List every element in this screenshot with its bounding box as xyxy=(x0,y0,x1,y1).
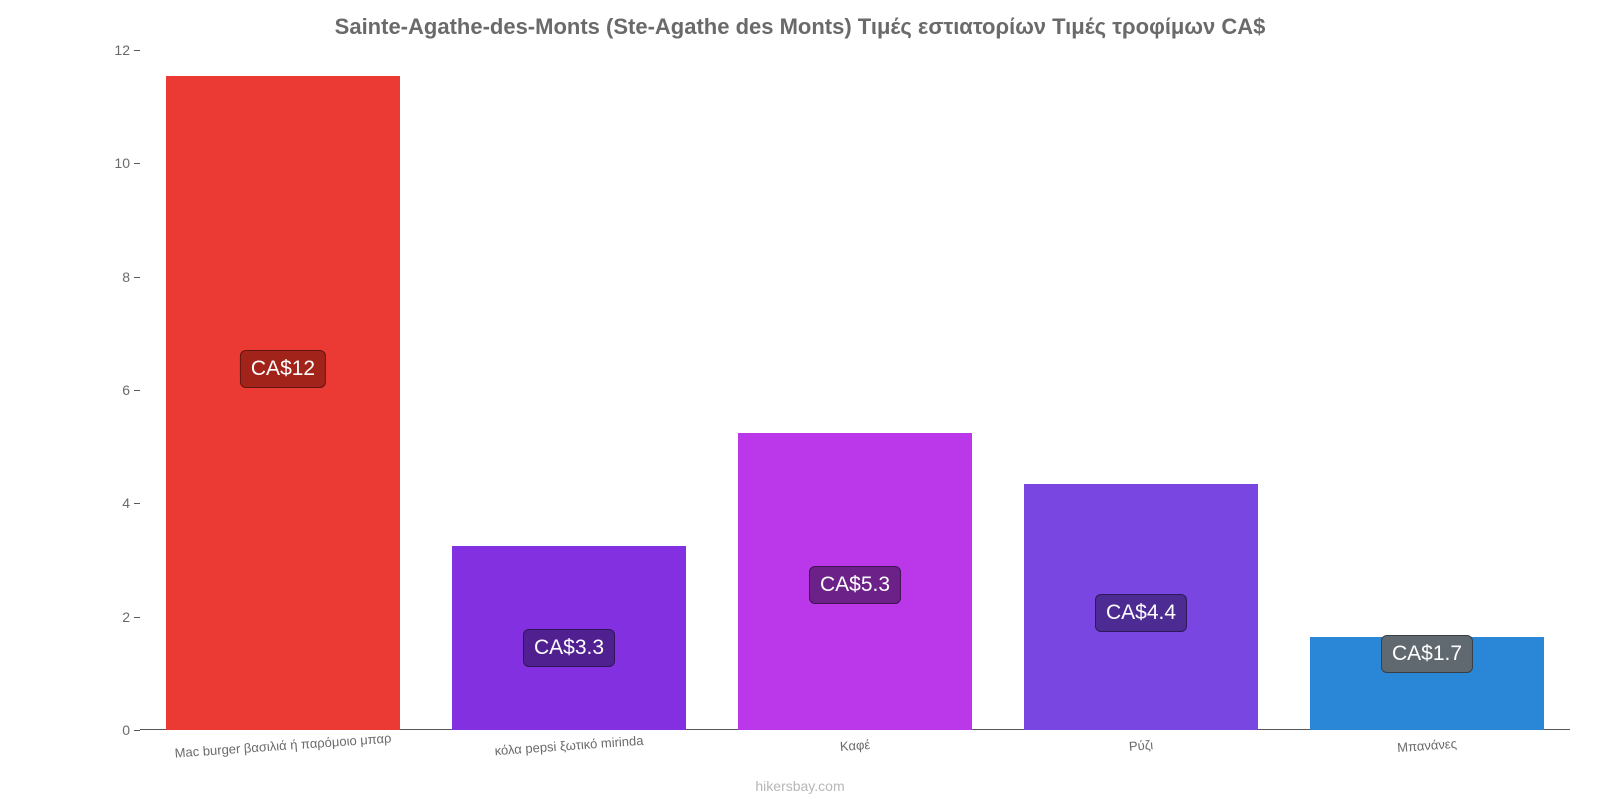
bar-value-label: CA$3.3 xyxy=(523,629,615,667)
y-tick-mark xyxy=(134,50,140,51)
y-tick-mark xyxy=(134,617,140,618)
y-tick-label: 8 xyxy=(100,269,130,285)
x-axis-labels: Mac burger βασιλιά ή παρόμοιο μπαρ κόλα p… xyxy=(140,732,1570,772)
bar-value-label: CA$4.4 xyxy=(1095,594,1187,632)
bar-value-label: CA$12 xyxy=(240,350,326,388)
bar-value-label: CA$5.3 xyxy=(809,566,901,604)
x-tick-label: Μπανάνες xyxy=(1397,736,1458,755)
y-tick-label: 10 xyxy=(100,155,130,171)
plot-area: CA$12CA$3.3CA$5.3CA$4.4CA$1.7 024681012 xyxy=(140,50,1570,730)
x-tick-label: Mac burger βασιλιά ή παρόμοιο μπαρ xyxy=(174,730,392,760)
y-tick-mark xyxy=(134,277,140,278)
credit-text: hikersbay.com xyxy=(755,778,844,794)
y-tick-label: 12 xyxy=(100,42,130,58)
bar-value-label: CA$1.7 xyxy=(1381,635,1473,673)
chart-title: Sainte-Agathe-des-Monts (Ste-Agathe des … xyxy=(0,0,1600,40)
y-tick-label: 2 xyxy=(100,609,130,625)
x-tick-label: Ρύζι xyxy=(1128,737,1153,754)
bars-container: CA$12 CA$3.3 CA$5.3 CA$4.4 CA$1.7 xyxy=(140,50,1570,730)
y-tick-mark xyxy=(134,503,140,504)
y-tick-label: 6 xyxy=(100,382,130,398)
bar xyxy=(166,76,401,731)
y-tick-label: 4 xyxy=(100,495,130,511)
y-tick-mark xyxy=(134,163,140,164)
y-tick-mark xyxy=(134,390,140,391)
y-tick-label: 0 xyxy=(100,722,130,738)
x-tick-label: Καφέ xyxy=(839,737,870,754)
chart-area: CA$12CA$3.3CA$5.3CA$4.4CA$1.7 024681012 xyxy=(110,50,1570,730)
y-tick-mark xyxy=(134,730,140,731)
x-tick-label: κόλα pepsi ξωτικό mirinda xyxy=(494,733,644,758)
